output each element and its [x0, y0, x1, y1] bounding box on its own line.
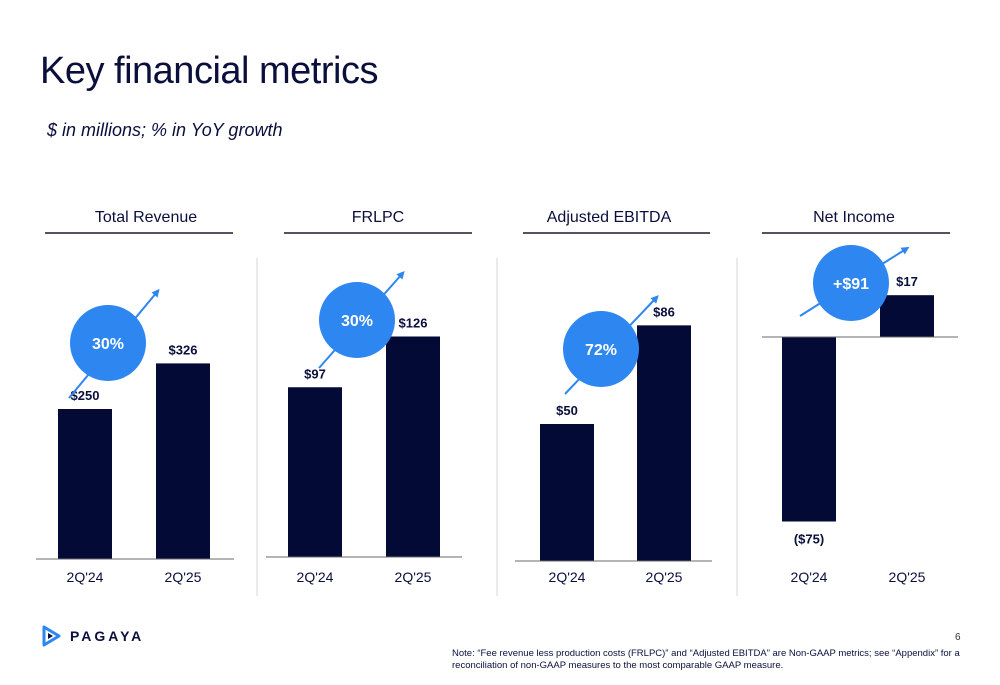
data-label: $326: [169, 342, 198, 357]
growth-label: 72%: [585, 342, 617, 359]
bar-2: [156, 363, 210, 559]
data-label: $250: [71, 388, 100, 403]
growth-badge: [70, 305, 146, 381]
bar-1: [288, 387, 342, 557]
pagaya-play-icon: [42, 625, 61, 647]
tick-label: 2Q'24: [297, 569, 334, 585]
data-label: $97: [304, 366, 326, 381]
chart-title: Total Revenue: [95, 209, 197, 226]
growth-label: 30%: [341, 313, 373, 330]
logo-text: PAGAYA: [70, 628, 145, 644]
growth-badge: [319, 282, 395, 358]
chart-1: Total Revenue $250 2Q'24 $326 2Q'25 30%: [36, 209, 234, 585]
tick-label: 2Q'24: [791, 569, 828, 585]
chart-4: Net Income ($75) 2Q'24 $17 2Q'25 +$91: [762, 209, 958, 585]
growth-badge: [563, 311, 639, 387]
tick-label: 2Q'24: [67, 569, 104, 585]
growth-badge: [813, 245, 889, 321]
data-label: $50: [556, 403, 578, 418]
page-subtitle: $ in millions; % in YoY growth: [47, 120, 283, 140]
tick-label: 2Q'25: [395, 569, 432, 585]
growth-label: 30%: [92, 336, 124, 353]
chart-title: Adjusted EBITDA: [547, 209, 672, 226]
tick-label: 2Q'24: [549, 569, 586, 585]
bar-1: [58, 409, 112, 559]
tick-label: 2Q'25: [889, 569, 926, 585]
tick-label: 2Q'25: [646, 569, 683, 585]
tick-label: 2Q'25: [165, 569, 202, 585]
growth-label: +$91: [833, 276, 869, 293]
bar-2: [880, 295, 934, 337]
data-label: ($75): [794, 532, 824, 547]
data-label: $86: [653, 304, 675, 319]
bar-1: [540, 424, 594, 561]
data-label: $126: [399, 316, 428, 331]
page-title: Key financial metrics: [40, 50, 378, 92]
bar-2: [637, 325, 691, 561]
page-number: 6: [955, 632, 961, 643]
data-label: $17: [896, 274, 918, 289]
footnote: Note: “Fee revenue less production costs…: [452, 648, 960, 671]
chart-2: FRLPC $97 2Q'24 $126 2Q'25 30%: [266, 209, 472, 585]
bar-2: [386, 336, 440, 557]
chart-title: Net Income: [813, 209, 895, 226]
company-logo: PAGAYA: [40, 625, 144, 647]
bar-1: [782, 337, 836, 522]
chart-3: Adjusted EBITDA $50 2Q'24 $86 2Q'25 72%: [515, 209, 712, 585]
chart-title: FRLPC: [352, 209, 404, 226]
